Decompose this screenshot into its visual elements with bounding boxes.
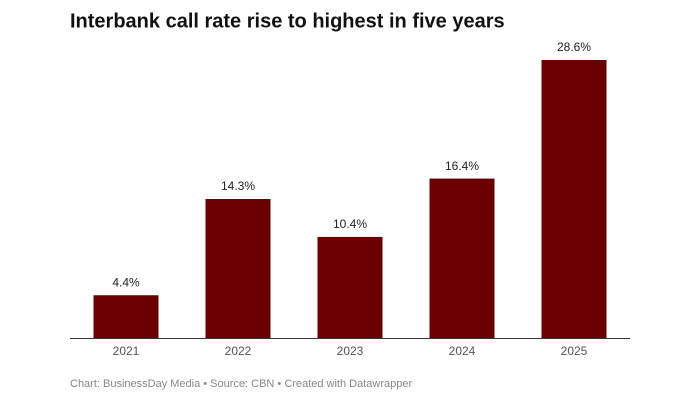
x-tick-label: 2025 [561,344,588,358]
value-label: 28.6% [557,40,591,54]
x-tick-label: 2024 [449,344,476,358]
x-tick-label: 2023 [337,344,364,358]
x-tick-label: 2022 [225,344,252,358]
x-tick-label: 2021 [113,344,140,358]
bar [93,295,159,338]
bar [429,178,495,338]
footer: Chart: BusinessDay Media • Source: CBN •… [70,378,412,390]
bar [317,236,383,338]
value-label: 10.4% [333,217,367,231]
value-label: 4.4% [112,275,140,289]
value-label: 14.3% [221,179,255,193]
chart-title: Interbank call rate rise to highest in f… [70,10,505,32]
bar [541,60,607,338]
bar [205,199,271,338]
value-label: 16.4% [445,159,479,173]
